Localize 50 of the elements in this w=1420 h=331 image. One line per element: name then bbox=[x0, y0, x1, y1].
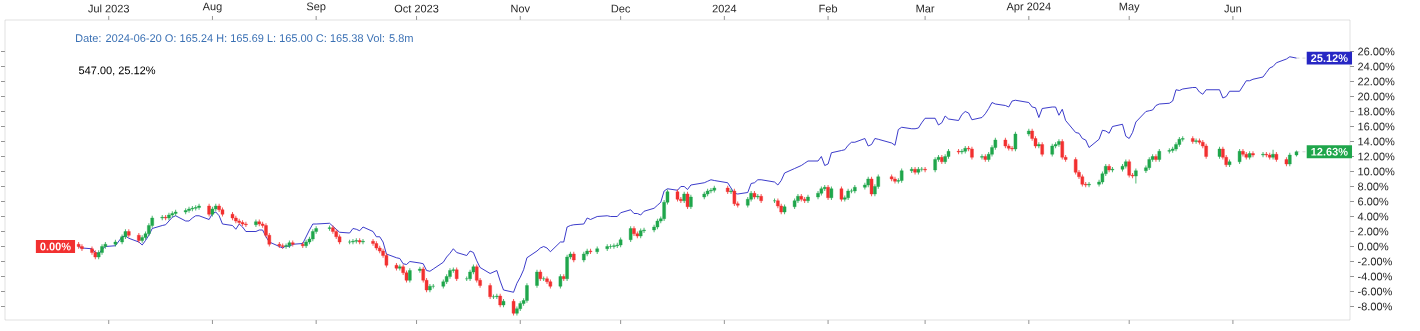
candlestick bbox=[1060, 138, 1064, 160]
x-tick-label: Jun bbox=[1224, 4, 1242, 13]
candlestick bbox=[418, 266, 422, 274]
candlestick bbox=[923, 166, 927, 173]
y-tick-label: 8.00% bbox=[1358, 182, 1389, 191]
y-tick-label: -6.00% bbox=[1358, 287, 1392, 296]
y-tick-label: 2.00% bbox=[1358, 227, 1389, 236]
y-tick-label: -4.00% bbox=[1358, 272, 1392, 281]
y-tick-label: 10.00% bbox=[1358, 167, 1395, 176]
y-tick-label: 18.00% bbox=[1358, 107, 1395, 116]
x-tick-label: May bbox=[1119, 2, 1140, 13]
candlestick bbox=[920, 166, 924, 172]
x-tick-label: Sep bbox=[306, 2, 326, 13]
candlestick bbox=[194, 204, 198, 211]
x-tick-label: 2024 bbox=[712, 4, 737, 13]
x-tick-label: Feb bbox=[819, 4, 838, 13]
candlestick bbox=[729, 188, 733, 195]
y-tick-label: 24.00% bbox=[1358, 62, 1395, 71]
y-tick-label: 22.00% bbox=[1358, 77, 1395, 86]
y-tick-label: -2.00% bbox=[1358, 257, 1392, 266]
y-tick-label: 16.00% bbox=[1358, 122, 1395, 131]
candlestick bbox=[642, 227, 646, 234]
candlestick bbox=[197, 203, 201, 211]
y-tick-label: -8.00% bbox=[1358, 302, 1392, 311]
candlestick bbox=[1013, 131, 1018, 152]
y-tick-label: 6.00% bbox=[1358, 197, 1389, 206]
candlestick bbox=[371, 238, 375, 247]
annotation: 25.12% bbox=[1311, 54, 1348, 62]
annotation: 547.00, 25.12% bbox=[78, 66, 156, 76]
x-tick-label: Jul 2023 bbox=[88, 4, 130, 13]
x-tick-label: Nov bbox=[511, 4, 530, 13]
candlestick bbox=[525, 282, 529, 304]
annotation: 0.00% bbox=[40, 242, 71, 251]
y-tick-label: 14.00% bbox=[1358, 137, 1395, 146]
candlestick bbox=[980, 153, 984, 160]
y-tick-label: 12.00% bbox=[1358, 152, 1395, 161]
x-tick-label: Apr 2024 bbox=[1006, 2, 1051, 13]
annotation: Date: 2024-06-20 O: 165.24 H: 165.69 L: 165.00 C: 165.38 Vol: 5.8m bbox=[76, 33, 413, 43]
y-tick-label: 20.00% bbox=[1358, 92, 1395, 101]
y-tick-label: 4.00% bbox=[1357, 212, 1389, 221]
x-tick-label: Dec bbox=[611, 4, 631, 13]
y-tick-label: 0.00% bbox=[1357, 242, 1389, 251]
candlestick bbox=[431, 283, 435, 289]
x-tick-label: Aug bbox=[202, 2, 222, 13]
y-tick-label: 26.00% bbox=[1358, 47, 1395, 56]
candlestick bbox=[1241, 148, 1245, 157]
annotation: 12.63% bbox=[1311, 147, 1348, 156]
candlestick bbox=[1037, 141, 1041, 149]
x-tick-label: Oct 2023 bbox=[394, 4, 439, 13]
x-tick-label: Mar bbox=[916, 4, 935, 13]
